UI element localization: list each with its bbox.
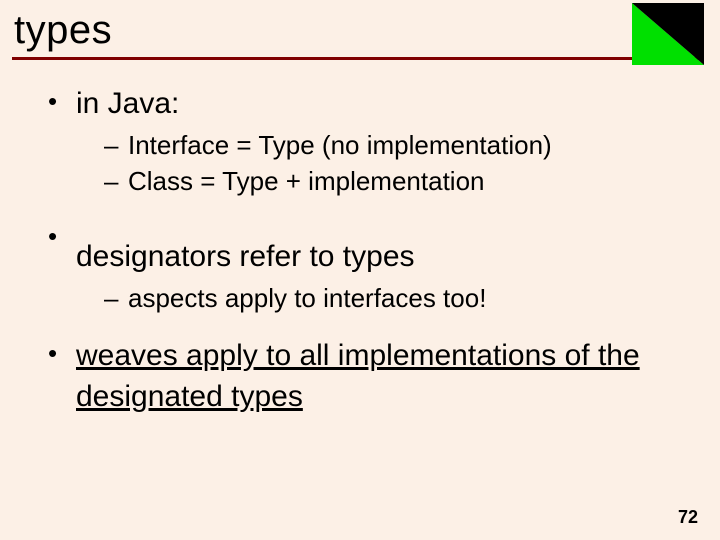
- bullet-text: in Java:: [76, 87, 179, 120]
- bullet-text: designators refer to types: [76, 240, 415, 273]
- corner-logo: [632, 3, 704, 65]
- bullet-item: in Java: Interface = Type (no implementa…: [40, 84, 680, 199]
- sub-item: Interface = Type (no implementation): [76, 127, 680, 163]
- bullet-list: in Java: Interface = Type (no implementa…: [40, 84, 680, 417]
- sub-list: Interface = Type (no implementation) Cla…: [76, 127, 680, 200]
- sub-item: aspects apply to interfaces too!: [76, 280, 680, 316]
- spacer: [76, 219, 680, 237]
- sub-text: aspects apply to interfaces too!: [128, 283, 486, 313]
- sub-item: Class = Type + implementation: [76, 163, 680, 199]
- slide: types in Java: Interface = Type (no impl…: [0, 0, 720, 540]
- black-triangle: [632, 3, 704, 65]
- bullet-item: weaves apply to all implementations of t…: [40, 336, 680, 417]
- slide-title: types: [0, 0, 720, 57]
- bullet-item: designators refer to types aspects apply…: [40, 219, 680, 316]
- bullet-text: weaves apply to all implementations of t…: [76, 339, 640, 413]
- sub-text: Interface = Type (no implementation): [128, 130, 552, 160]
- page-number: 72: [678, 507, 698, 528]
- sub-list: aspects apply to interfaces too!: [76, 280, 680, 316]
- sub-text: Class = Type + implementation: [128, 166, 484, 196]
- slide-content: in Java: Interface = Type (no implementa…: [0, 60, 720, 417]
